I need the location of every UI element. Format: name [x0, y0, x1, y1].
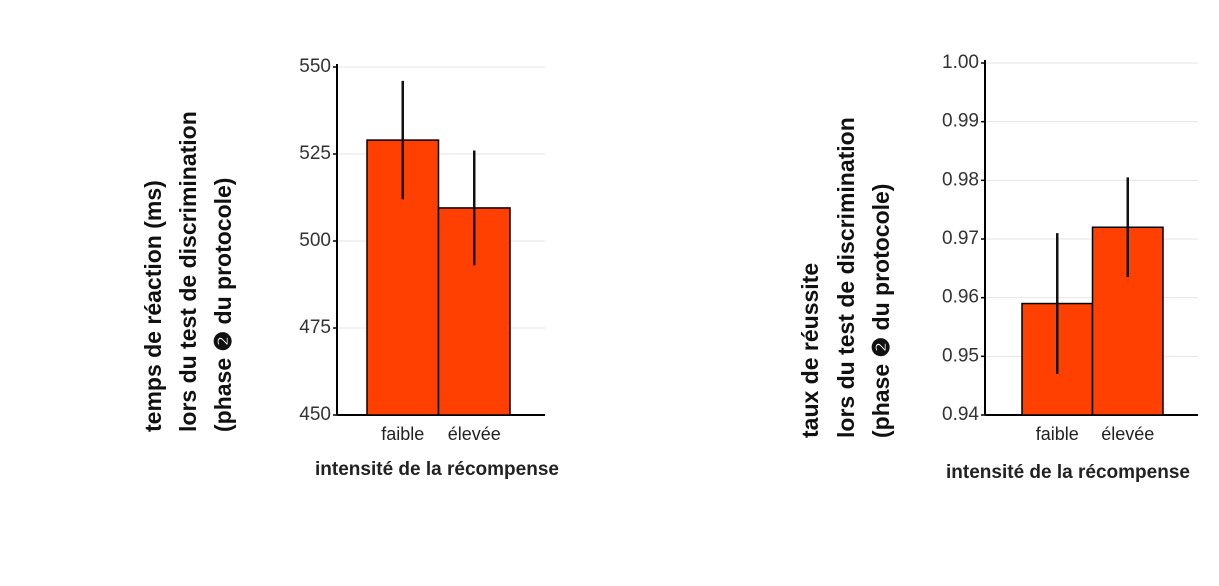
y-tick-label: 525: [299, 143, 331, 164]
y-axis-label: taux de réussite: [797, 263, 823, 438]
y-tick-label: 0.95: [942, 345, 979, 366]
x-tick-label: élevée: [1101, 424, 1154, 444]
x-tick-label: élevée: [448, 424, 501, 444]
y-tick-label: 450: [299, 404, 331, 425]
y-tick-label: 475: [299, 317, 331, 338]
x-tick-label: faible: [381, 424, 424, 444]
y-tick-label: 0.97: [942, 228, 979, 249]
y-tick-label: 0.99: [942, 111, 979, 132]
y-axis-label: (phase ❷ du protocole): [210, 178, 236, 432]
x-axis-label: intensité de la récompense: [315, 459, 559, 480]
y-tick-label: 0.96: [942, 287, 979, 308]
x-axis-label: intensité de la récompense: [946, 462, 1190, 483]
y-tick-label: 0.94: [942, 404, 979, 425]
y-axis-label: (phase ❷ du protocole): [868, 184, 894, 438]
bar: [437, 207, 511, 416]
x-tick-label: faible: [1036, 424, 1079, 444]
y-axis-label: lors du test de discrimination: [175, 111, 201, 432]
y-tick-label: 0.98: [942, 169, 979, 190]
y-axis-label: temps de réaction (ms): [140, 180, 166, 432]
y-tick-label: 500: [299, 230, 331, 251]
y-tick-label: 1.00: [942, 52, 979, 73]
y-tick-label: 550: [299, 56, 331, 77]
y-axis-label: lors du test de discrimination: [833, 117, 859, 438]
